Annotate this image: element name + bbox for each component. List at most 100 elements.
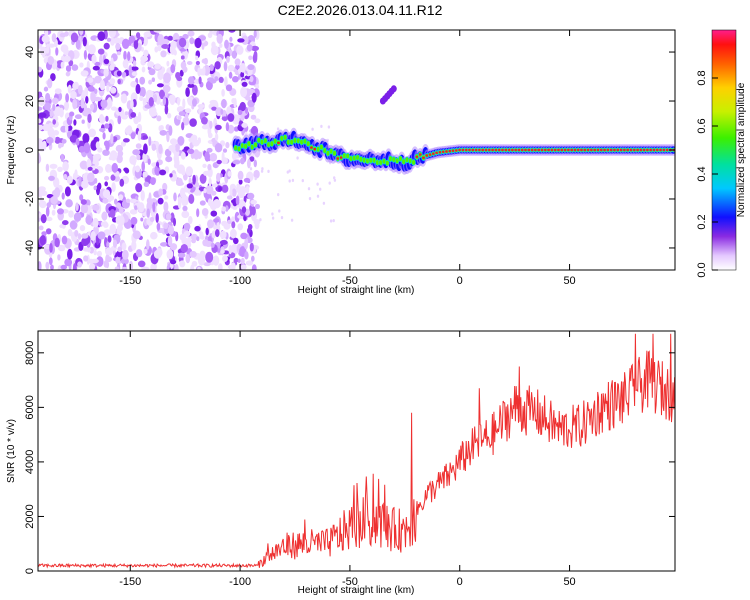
noise-speckle [45, 206, 50, 217]
noise-speckle [39, 235, 47, 246]
noise-speckle [168, 144, 176, 152]
noise-speckle [228, 244, 233, 255]
track-peak-red [474, 148, 478, 152]
track-core-green [346, 153, 350, 159]
track-peak-red [580, 148, 583, 152]
noise-speckle [174, 264, 179, 270]
noise-speckle [82, 36, 87, 47]
noise-speckle [221, 157, 228, 165]
noise-speckle [197, 266, 201, 270]
noise-speckle [197, 255, 206, 266]
noise-speckle [87, 77, 94, 83]
noise-speckle [210, 242, 215, 248]
noise-speckle [239, 101, 246, 112]
track-peak-red [613, 148, 616, 152]
noise-speckle [158, 188, 164, 197]
track-peak-red [642, 148, 646, 152]
track-peak-red [514, 148, 518, 152]
track-peak-red [468, 148, 471, 152]
noise-speckle [291, 178, 295, 182]
track-peak-red [606, 148, 610, 152]
noise-speckle [189, 250, 197, 258]
noise-speckle [210, 45, 219, 56]
noise-speckle [96, 250, 102, 257]
colorbar-tick-label: 0.6 [696, 118, 708, 133]
noise-speckle [166, 249, 174, 260]
noise-speckle [93, 250, 97, 256]
noise-speckle [117, 150, 124, 157]
y-tick-label: 20 [24, 95, 36, 107]
spectrogram-x-ticks: -150 -100 -50 0 50 [119, 30, 576, 287]
noise-speckle [240, 63, 246, 73]
noise-speckle [225, 122, 230, 132]
noise-speckle [152, 202, 156, 213]
noise-speckle [231, 98, 236, 104]
noise-speckle [194, 225, 201, 232]
track-core-green [247, 141, 251, 147]
track-core-green [260, 139, 264, 145]
track-peak-red [504, 148, 508, 152]
x-tick-label: 0 [457, 275, 463, 287]
noise-speckle [247, 224, 253, 230]
noise-speckle [86, 158, 92, 168]
snr-series-line [38, 333, 675, 569]
noise-speckle [187, 30, 195, 37]
track-peak-red [481, 148, 485, 152]
noise-speckle [94, 61, 101, 66]
noise-speckle [38, 261, 42, 270]
noise-speckle [221, 89, 225, 97]
noise-speckle [157, 197, 164, 205]
noise-speckle [62, 161, 69, 172]
track-core-green [306, 141, 310, 147]
noise-speckle [254, 221, 260, 230]
noise-speckle [143, 181, 150, 187]
track-peak-red [517, 148, 521, 152]
noise-speckle [231, 50, 237, 59]
noise-speckle [156, 83, 164, 88]
noise-speckle [60, 44, 69, 53]
noise-speckle [280, 216, 284, 220]
track-core-green [372, 157, 376, 163]
noise-speckle [46, 202, 51, 208]
noise-speckle [165, 213, 172, 221]
track-core-green [283, 135, 287, 140]
noise-speckle [103, 58, 110, 65]
x-tick-label: -150 [119, 275, 141, 287]
noise-speckle [154, 165, 159, 173]
track-core-green [250, 144, 254, 150]
colorbar-tick-label: 0.0 [696, 262, 708, 277]
noise-speckle [123, 50, 127, 61]
track-core-green [303, 138, 307, 144]
noise-speckle [140, 217, 144, 222]
track-peak-red [310, 146, 313, 149]
noise-speckle [153, 93, 158, 103]
noise-speckle [231, 188, 237, 197]
noise-speckle [238, 74, 241, 80]
noise-speckle [201, 116, 208, 125]
track-peak-red [422, 156, 425, 159]
noise-speckle [226, 195, 233, 200]
noise-speckle [130, 99, 134, 110]
x-tick-label: -150 [119, 576, 141, 588]
noise-speckle [40, 46, 48, 56]
noise-speckle [131, 240, 137, 251]
noise-speckle [103, 42, 110, 50]
noise-speckle [241, 81, 248, 87]
track-peak-red [649, 148, 653, 152]
noise-speckle [176, 106, 184, 113]
noise-speckle [118, 206, 124, 214]
noise-speckle [207, 163, 212, 171]
noise-speckle [41, 231, 47, 236]
noise-speckle [130, 80, 137, 88]
track-peak-red [577, 148, 580, 152]
track-core-green [244, 143, 248, 149]
noise-speckle [83, 142, 91, 154]
track-peak-red [547, 148, 551, 152]
noise-speckle [245, 185, 250, 194]
noise-speckle [173, 192, 177, 202]
noise-speckle [218, 76, 224, 83]
noise-speckle [38, 152, 41, 164]
noise-speckle [209, 30, 213, 36]
noise-speckle [191, 238, 197, 244]
